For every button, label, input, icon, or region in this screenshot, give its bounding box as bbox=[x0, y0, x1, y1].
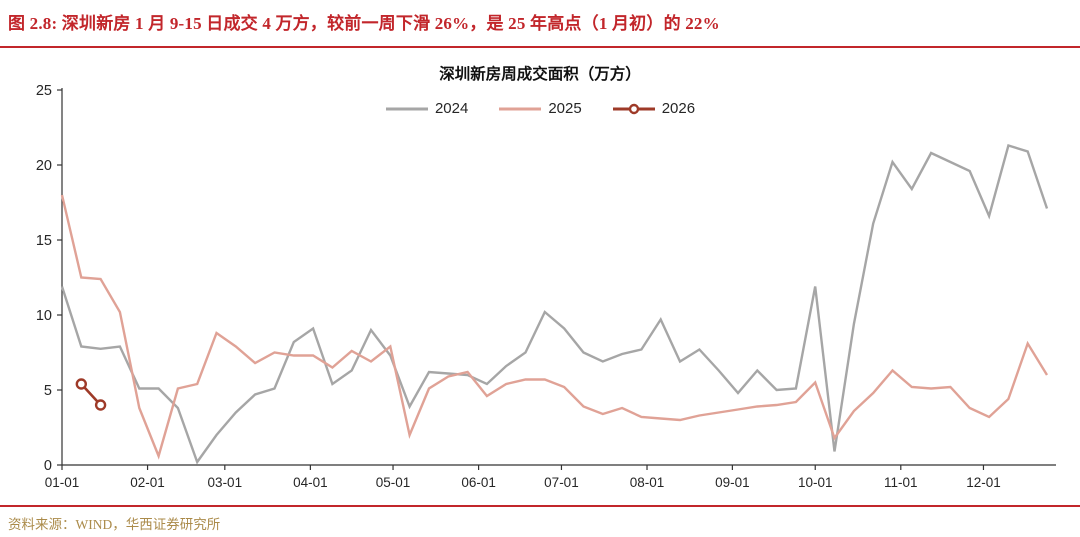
x-tick-label: 04-01 bbox=[293, 475, 328, 490]
legend-label-2025: 2025 bbox=[548, 100, 582, 117]
x-tick-label: 07-01 bbox=[544, 475, 579, 490]
legend-item-2024: 2024 bbox=[385, 100, 468, 117]
x-tick-label: 06-01 bbox=[461, 475, 496, 490]
open-circle-marker-icon bbox=[628, 103, 639, 114]
x-tick-label: 03-01 bbox=[208, 475, 243, 490]
series-2026-marker bbox=[75, 378, 88, 390]
y-tick-label: 25 bbox=[36, 83, 52, 99]
x-tick-label: 12-01 bbox=[966, 475, 1001, 490]
figure-title: 图 2.8: 深圳新房 1 月 9-15 日成交 4 万方，较前一周下滑 26%… bbox=[8, 14, 720, 33]
legend-label-2024: 2024 bbox=[434, 100, 469, 117]
series-2025-line bbox=[60, 194, 1049, 460]
footer-rule bbox=[0, 505, 1080, 507]
x-tick-label: 01-01 bbox=[45, 475, 80, 490]
y-axis: 0 5 10 15 20 25 bbox=[36, 83, 62, 474]
series-2026-marker bbox=[94, 399, 107, 411]
x-tick-label: 11-01 bbox=[884, 475, 918, 490]
series-2024-line bbox=[60, 143, 1049, 465]
legend-swatch-2026 bbox=[612, 103, 655, 114]
y-tick-label: 0 bbox=[44, 458, 52, 474]
x-tick-label: 02-01 bbox=[130, 475, 165, 490]
legend-label-2026: 2026 bbox=[661, 100, 696, 117]
x-tick-label: 10-01 bbox=[798, 475, 833, 490]
y-tick-label: 15 bbox=[36, 233, 52, 249]
legend-swatch-2024 bbox=[385, 107, 428, 110]
chart-title: 深圳新房周成交面积（万方） bbox=[439, 66, 641, 83]
axes bbox=[61, 88, 1056, 466]
source-note: 资料来源：WIND，华西证券研究所 bbox=[8, 517, 221, 532]
x-tick-label: 08-01 bbox=[630, 475, 665, 490]
y-tick-label: 20 bbox=[36, 158, 52, 174]
legend-item-2026: 2026 bbox=[612, 100, 695, 117]
x-tick-label: 09-01 bbox=[715, 475, 750, 490]
y-tick-label: 5 bbox=[44, 383, 52, 399]
x-tick-label: 05-01 bbox=[376, 475, 411, 490]
legend-item-2025: 2025 bbox=[498, 100, 582, 117]
x-axis: 01-01 02-01 03-01 04-01 05-01 06-01 07-01 08-01… bbox=[45, 465, 1001, 490]
title-underline bbox=[0, 46, 1080, 48]
y-tick-label: 10 bbox=[36, 308, 52, 324]
legend-swatch-2025 bbox=[499, 107, 542, 110]
series-2026-line bbox=[75, 378, 107, 411]
chart-legend: 2024 2025 2026 bbox=[0, 100, 1080, 117]
